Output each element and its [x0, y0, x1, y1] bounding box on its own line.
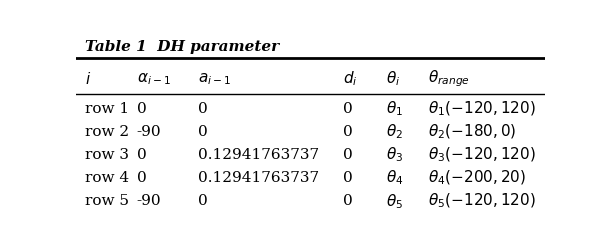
Text: $\theta_5$: $\theta_5$ [385, 191, 403, 210]
Text: row 1: row 1 [85, 102, 129, 116]
Text: 0: 0 [198, 125, 208, 139]
Text: 0: 0 [198, 102, 208, 116]
Text: 0: 0 [198, 193, 208, 207]
Text: $\theta_2$: $\theta_2$ [385, 122, 403, 141]
Text: $\theta_1(-120, 120)$: $\theta_1(-120, 120)$ [428, 99, 536, 118]
Text: $i$: $i$ [85, 71, 92, 87]
Text: $\theta_4$: $\theta_4$ [385, 168, 403, 187]
Text: 0: 0 [344, 170, 353, 184]
Text: row 3: row 3 [85, 147, 129, 161]
Text: Table 1  DH parameter: Table 1 DH parameter [85, 40, 279, 54]
Text: $\theta_1$: $\theta_1$ [385, 99, 403, 118]
Text: $d_i$: $d_i$ [344, 69, 358, 88]
Text: -90: -90 [137, 193, 161, 207]
Text: 0: 0 [137, 170, 147, 184]
Text: row 5: row 5 [85, 193, 129, 207]
Text: $\theta_4(-200, 20)$: $\theta_4(-200, 20)$ [428, 168, 526, 186]
Text: $\alpha_{i-1}$: $\alpha_{i-1}$ [137, 71, 171, 86]
Text: -90: -90 [137, 125, 161, 139]
Text: 0: 0 [137, 102, 147, 116]
Text: 0: 0 [344, 125, 353, 139]
Text: row 4: row 4 [85, 170, 129, 184]
Text: $\theta_3$: $\theta_3$ [385, 145, 403, 164]
Text: $\theta_5(-120, 120)$: $\theta_5(-120, 120)$ [428, 191, 536, 210]
Text: 0.12941763737: 0.12941763737 [198, 147, 319, 161]
Text: 0.12941763737: 0.12941763737 [198, 170, 319, 184]
Text: 0: 0 [344, 102, 353, 116]
Text: $\theta_{range}$: $\theta_{range}$ [428, 68, 470, 89]
Text: $\theta_i$: $\theta_i$ [385, 69, 400, 88]
Text: 0: 0 [137, 147, 147, 161]
Text: 0: 0 [344, 147, 353, 161]
Text: $\theta_3(-120, 120)$: $\theta_3(-120, 120)$ [428, 145, 536, 164]
Text: row 2: row 2 [85, 125, 129, 139]
Text: 0: 0 [344, 193, 353, 207]
Text: $a_{i-1}$: $a_{i-1}$ [198, 71, 231, 86]
Text: $\theta_2(-180, 0)$: $\theta_2(-180, 0)$ [428, 122, 516, 141]
